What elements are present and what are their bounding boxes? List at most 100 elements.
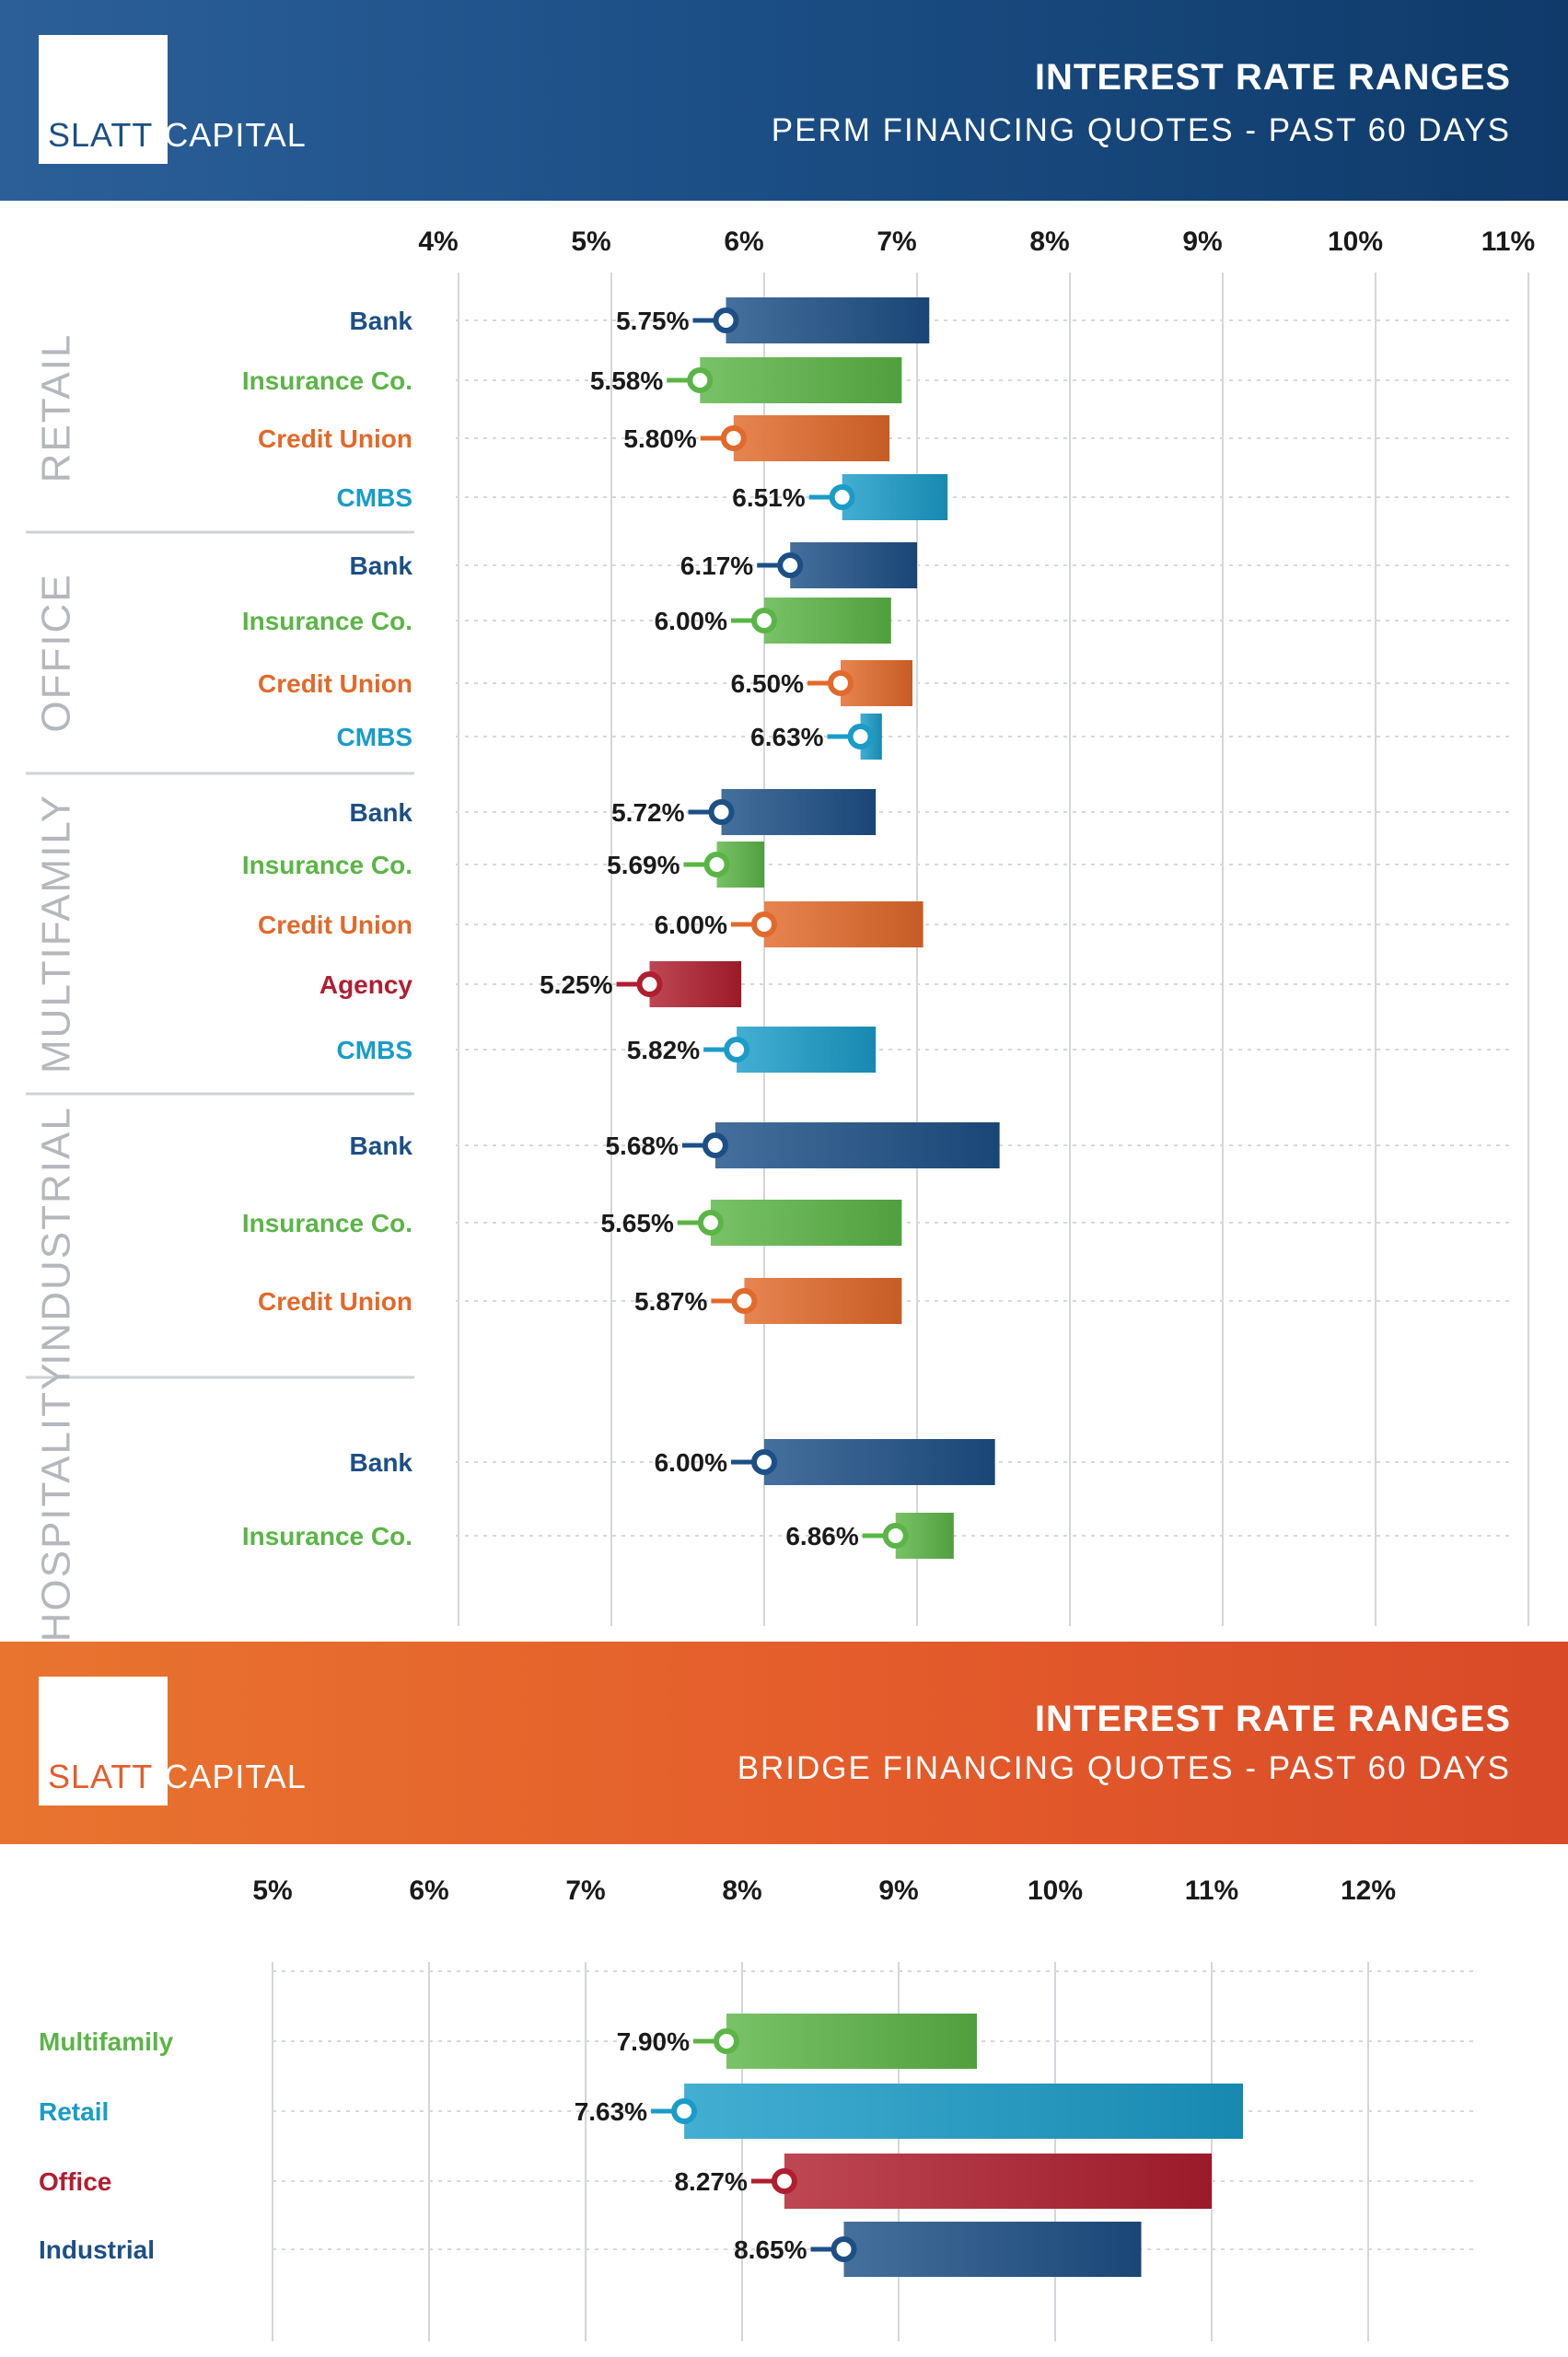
perm-rate-chart: 4% 5% 6% 7% 8% 9% 10% 11% RETAIL Bank 5.75% Insuran… xyxy=(26,226,1535,1642)
x-tick-label: 6% xyxy=(724,226,763,257)
low-rate-label: 5.80% xyxy=(623,424,696,453)
low-rate-label: 7.90% xyxy=(617,2027,690,2056)
range-bar xyxy=(721,789,877,835)
range-bar xyxy=(843,2222,1142,2277)
x-tick-label: 12% xyxy=(1341,1875,1396,1906)
x-tick-label: 10% xyxy=(1028,1875,1083,1906)
low-rate-marker xyxy=(847,724,874,749)
range-bar xyxy=(764,901,923,947)
low-rate-label: 7.63% xyxy=(575,2097,647,2126)
category-label: Office xyxy=(39,2167,111,2196)
category-label: Bank xyxy=(350,1448,413,1477)
low-rate-marker xyxy=(771,2168,797,2194)
low-rate-label: 6.00% xyxy=(655,607,727,635)
low-rate-label: 6.00% xyxy=(655,1448,727,1477)
low-rate-label: 6.63% xyxy=(750,723,823,751)
low-rate-label: 5.87% xyxy=(634,1287,707,1316)
category-label: CMBS xyxy=(337,723,412,751)
low-rate-marker xyxy=(731,1288,758,1314)
range-bar xyxy=(726,297,930,343)
category-label: Retail xyxy=(39,2097,109,2126)
x-tick-label: 11% xyxy=(1185,1875,1238,1906)
low-rate-marker xyxy=(671,2098,698,2124)
low-rate-label: 5.72% xyxy=(611,798,684,827)
section-label: HOSPITALITY xyxy=(34,1362,79,1642)
category-label: Insurance Co. xyxy=(242,366,412,395)
category-label: Bank xyxy=(350,552,413,580)
range-bar xyxy=(710,1200,902,1246)
range-bar xyxy=(733,415,890,461)
category-label: Bank xyxy=(350,798,413,827)
section-label: MULTIFAMILY xyxy=(34,794,79,1074)
low-rate-marker xyxy=(697,1210,724,1236)
low-rate-label: 8.65% xyxy=(734,2235,807,2264)
category-label: Insurance Co. xyxy=(242,1522,412,1550)
range-bar xyxy=(726,2014,977,2069)
range-bar xyxy=(764,1439,995,1485)
category-label: CMBS xyxy=(337,1036,412,1064)
logo-word-slatt: SLATT xyxy=(48,1758,154,1795)
range-bar xyxy=(790,542,917,588)
low-rate-label: 5.25% xyxy=(540,970,612,999)
low-rate-marker xyxy=(830,2236,857,2262)
perm-header-banner: SLATT CAPITAL INTEREST RATE RANGES PERM F… xyxy=(0,0,1568,201)
low-rate-marker xyxy=(829,484,855,510)
section-label: OFFICE xyxy=(34,573,79,732)
low-rate-label: 5.65% xyxy=(600,1209,673,1237)
low-rate-marker xyxy=(687,367,714,393)
bridge-subtitle: BRIDGE FINANCING QUOTES - PAST 60 DAYS xyxy=(737,1750,1511,1786)
low-rate-marker xyxy=(702,1132,728,1158)
range-bar xyxy=(842,474,948,520)
x-tick-label: 7% xyxy=(565,1875,605,1906)
low-rate-marker xyxy=(713,308,739,333)
low-rate-label: 5.69% xyxy=(607,851,679,879)
perm-title: INTEREST RATE RANGES xyxy=(1034,57,1511,98)
low-rate-label: 6.00% xyxy=(655,911,727,939)
category-label: Insurance Co. xyxy=(242,851,412,879)
range-bar xyxy=(764,598,891,644)
low-rate-marker xyxy=(708,799,735,825)
low-rate-label: 5.82% xyxy=(627,1036,700,1064)
range-bar xyxy=(784,2154,1212,2209)
category-label: Multifamily xyxy=(39,2027,174,2056)
category-label: Bank xyxy=(350,307,413,335)
logo-box xyxy=(39,1677,168,1805)
section-label: RETAIL xyxy=(34,333,79,483)
low-rate-marker xyxy=(714,2028,739,2054)
range-bar xyxy=(737,1027,877,1073)
x-tick-label: 7% xyxy=(877,226,916,257)
x-tick-label: 5% xyxy=(252,1875,292,1906)
low-rate-label: 6.50% xyxy=(731,669,804,698)
bridge-title: INTEREST RATE RANGES xyxy=(1034,1699,1511,1739)
category-label: Bank xyxy=(350,1132,413,1160)
category-label: CMBS xyxy=(337,483,412,512)
category-label: Insurance Co. xyxy=(242,607,412,635)
logo-word-slatt: SLATT xyxy=(48,116,154,154)
low-rate-marker xyxy=(751,608,777,633)
category-label: Credit Union xyxy=(258,424,412,453)
low-rate-label: 6.17% xyxy=(680,552,753,580)
logo-wordmark: SLATT CAPITAL xyxy=(48,116,307,155)
category-label: Agency xyxy=(319,970,413,999)
low-rate-label: 5.58% xyxy=(590,366,663,395)
perm-subtitle: PERM FINANCING QUOTES - PAST 60 DAYS xyxy=(771,112,1511,148)
low-rate-marker xyxy=(724,1037,750,1062)
category-label: Credit Union xyxy=(258,911,412,939)
low-rate-label: 6.51% xyxy=(732,483,805,512)
category-label: Credit Union xyxy=(258,669,412,698)
range-bar xyxy=(684,2084,1243,2139)
logo-box xyxy=(39,35,168,164)
logo-word-capital: CAPITAL xyxy=(164,1758,307,1795)
bridge-rate-chart: 5% 6% 7% 8% 9% 10% 11% 12% Multifamily 7.90% Retai… xyxy=(39,1875,1478,2341)
category-label: Credit Union xyxy=(258,1287,412,1316)
logo-wordmark: SLATT CAPITAL xyxy=(48,1758,307,1796)
x-tick-label: 4% xyxy=(418,226,458,257)
range-bar xyxy=(744,1278,902,1324)
x-tick-label: 9% xyxy=(878,1875,918,1906)
low-rate-label: 5.68% xyxy=(605,1132,678,1160)
x-tick-label: 9% xyxy=(1182,226,1222,257)
x-tick-label: 8% xyxy=(1029,226,1069,257)
low-rate-marker xyxy=(777,552,804,578)
low-rate-marker xyxy=(636,971,663,997)
